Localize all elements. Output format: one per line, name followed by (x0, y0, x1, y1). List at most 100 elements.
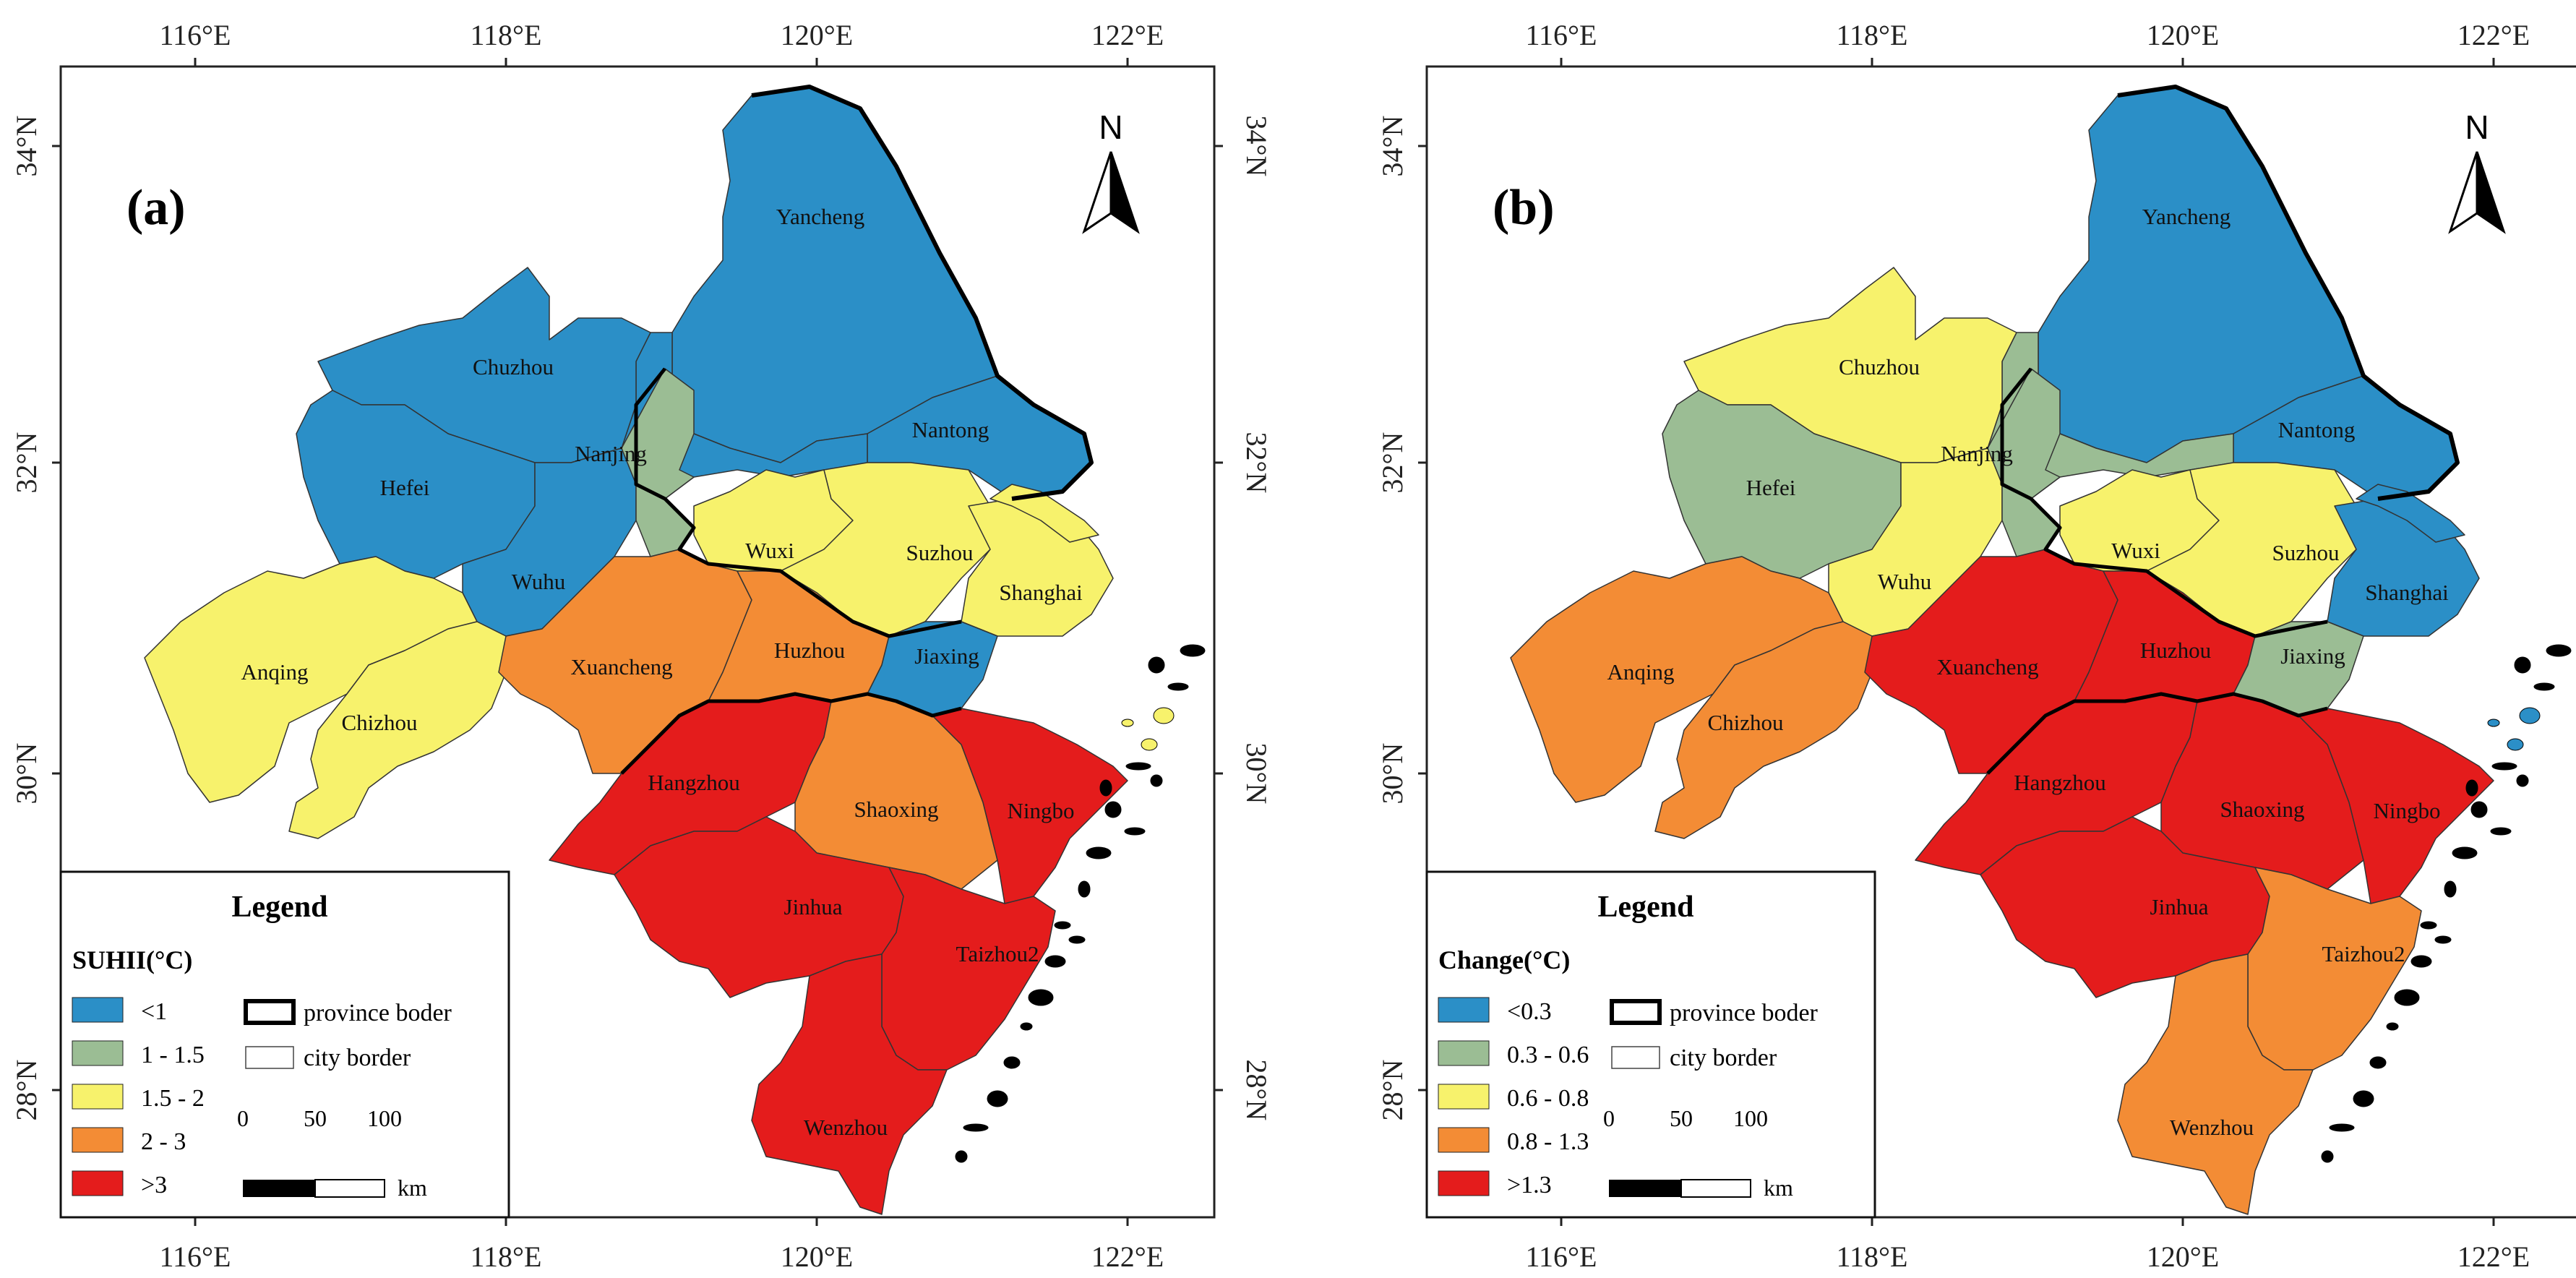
legend-city-label: city border (304, 1045, 411, 1071)
lon-label-bottom: 120°E (781, 1240, 853, 1273)
lat-label-left: 34°N (10, 116, 43, 177)
lat-label-left: 34°N (1376, 116, 1409, 177)
legend-class-label: >1.3 (1507, 1172, 1552, 1198)
scale-segment-white (314, 1179, 385, 1198)
lat-label-left: 28°N (10, 1060, 43, 1121)
island (955, 1150, 968, 1163)
scale-bar: 0 50 100 km (1603, 1105, 1793, 1201)
city-label-suzhou: Suzhou (906, 540, 974, 565)
legend-class-label: 0.6 - 0.8 (1507, 1085, 1589, 1112)
city-label-xuancheng: Xuancheng (570, 654, 672, 679)
city-label-suzhou: Suzhou (2272, 540, 2340, 565)
legend-class-label: 1.5 - 2 (141, 1085, 205, 1112)
city-label-wuhu: Wuhu (1878, 569, 1932, 594)
island (1153, 707, 1175, 724)
city-label-shanghai: Shanghai (999, 580, 1083, 605)
city-label-xuancheng: Xuancheng (1936, 654, 2038, 679)
scale-tick: 50 (304, 1105, 327, 1131)
city-label-taizhou2: Taizhou2 (956, 941, 1039, 966)
province-border-south (1986, 692, 2328, 775)
lon-label-top: 120°E (781, 19, 853, 51)
city-regions (1510, 86, 2494, 1215)
city-label-chizhou: Chizhou (341, 710, 417, 735)
legend-class-label: 2 - 3 (141, 1128, 186, 1155)
city-label-huzhou: Huzhou (774, 638, 845, 663)
city-label-wenzhou: Wenzhou (804, 1115, 888, 1140)
scale-segment-white (1680, 1179, 1751, 1198)
lon-label-bottom: 120°E (2147, 1240, 2219, 1273)
province-border-inland (634, 367, 962, 638)
island (1099, 779, 1112, 797)
city-label-yancheng: Yancheng (2142, 204, 2231, 229)
north-label: N (1099, 108, 1122, 146)
lat-label-right: 32°N (1240, 432, 1273, 494)
city-label-yancheng: Yancheng (776, 204, 865, 229)
island (2514, 656, 2531, 674)
scale-unit: km (1764, 1175, 1793, 1201)
city-label-anqing: Anqing (241, 659, 309, 685)
island (2490, 827, 2512, 836)
lat-label-left: 30°N (1376, 743, 1409, 805)
lon-label-top: 122°E (1091, 19, 1164, 51)
city-label-taizhou2: Taizhou2 (2322, 941, 2405, 966)
island (2507, 738, 2524, 751)
offshore-islands (2321, 644, 2572, 1163)
north-arrow-right (2476, 151, 2506, 234)
legend-swatch (1438, 997, 1490, 1023)
region-chizhou (1654, 621, 1873, 839)
legend-class-label: 0.8 - 1.3 (1507, 1128, 1589, 1155)
island (2533, 682, 2555, 691)
scale-segment-black (1609, 1180, 1681, 1197)
region-ningbo (932, 708, 1128, 904)
legend-class-label: <1 (141, 998, 167, 1025)
island (2470, 801, 2488, 818)
city-label-jinhua: Jinhua (784, 894, 843, 919)
island (2444, 880, 2457, 898)
city-label-jiaxing: Jiaxing (914, 643, 979, 669)
city-label-shaoxing: Shaoxing (2220, 797, 2304, 822)
region-ningbo (2298, 708, 2494, 904)
island (963, 1123, 989, 1132)
island (1078, 880, 1091, 898)
island (2516, 774, 2529, 787)
island (2487, 719, 2500, 727)
city-regions (144, 86, 1128, 1215)
legend-subtitle: Change(°C) (1438, 945, 1570, 974)
legend-class-label: 0.3 - 0.6 (1507, 1042, 1589, 1068)
legend-city-label: city border (1670, 1045, 1777, 1071)
province-border-inland (2000, 367, 2328, 638)
lon-label-top: 116°E (160, 19, 231, 51)
island (2321, 1150, 2334, 1163)
legend-city-swatch (245, 1046, 294, 1069)
lon-label-top: 116°E (1526, 19, 1597, 51)
legend-province-swatch (1610, 999, 1662, 1025)
legend-swatch (1438, 1040, 1490, 1066)
legend-swatch (72, 1170, 124, 1196)
lat-label-left: 30°N (10, 743, 43, 805)
legend-title: Legend (231, 891, 327, 924)
city-label-hangzhou: Hangzhou (2014, 770, 2105, 795)
scale-tick: 50 (1670, 1105, 1693, 1131)
city-label-wenzhou: Wenzhou (2170, 1115, 2254, 1140)
lon-label-top: 118°E (1837, 19, 1908, 51)
lat-label-right: 30°N (1240, 743, 1273, 805)
panel-letter: (a) (126, 180, 186, 236)
legend-class-label: >3 (141, 1172, 167, 1198)
legend-swatch (72, 1040, 124, 1066)
island (1167, 682, 1189, 691)
city-label-ningbo: Ningbo (1008, 798, 1075, 823)
island (2546, 644, 2572, 657)
map-panel-a: 116°E 116°E 118°E 118°E 120°E 120°E 122°E 122°E… (10, 19, 1273, 1273)
legend-title: Legend (1597, 891, 1693, 924)
city-label-nanjing: Nanjing (1941, 441, 2013, 466)
city-label-hefei: Hefei (380, 475, 430, 500)
city-label-chuzhou: Chuzhou (473, 354, 554, 379)
island (2329, 1123, 2355, 1132)
legend-box (59, 870, 510, 1219)
legend-swatch (72, 1084, 124, 1110)
city-label-hefei: Hefei (1746, 475, 1796, 500)
legend-subtitle: SUHII(°C) (72, 945, 192, 974)
legend-swatch (1438, 1084, 1490, 1110)
lat-label-left: 32°N (1376, 432, 1409, 494)
scale-unit: km (398, 1175, 427, 1201)
